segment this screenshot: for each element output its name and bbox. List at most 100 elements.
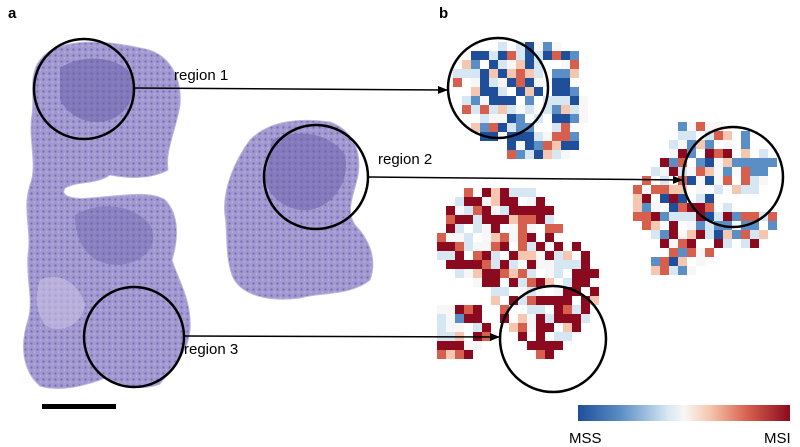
heatmap-tile bbox=[516, 69, 525, 78]
heatmap-tile bbox=[480, 105, 489, 114]
heatmap-tile bbox=[561, 87, 570, 96]
heatmap-tile bbox=[446, 260, 455, 269]
heatmap-tile bbox=[705, 194, 714, 203]
heatmap-tile bbox=[507, 60, 516, 69]
heatmap-tile bbox=[525, 69, 534, 78]
heatmap-tile bbox=[518, 287, 527, 296]
heatmap-tile bbox=[570, 60, 579, 69]
heatmap-tile bbox=[687, 122, 696, 131]
heatmap-tile bbox=[759, 230, 768, 239]
heatmap-tile bbox=[534, 78, 543, 87]
heatmap-tile bbox=[561, 141, 570, 150]
heatmap-tile bbox=[536, 287, 545, 296]
heatmap-tile bbox=[750, 158, 759, 167]
heatmap-tile bbox=[561, 78, 570, 87]
heatmap-tile bbox=[455, 269, 464, 278]
colorbar bbox=[578, 405, 790, 421]
heatmap-tile bbox=[554, 269, 563, 278]
heatmap-tile bbox=[552, 69, 561, 78]
heatmap-tile bbox=[491, 215, 500, 224]
heatmap-tile bbox=[482, 260, 491, 269]
heatmap-tile bbox=[554, 296, 563, 305]
heatmap-tile bbox=[687, 212, 696, 221]
heatmap-tile bbox=[527, 260, 536, 269]
heatmap-tile bbox=[437, 233, 446, 242]
heatmap-tile bbox=[570, 51, 579, 60]
heatmap-tile bbox=[446, 251, 455, 260]
heatmap-tile bbox=[660, 212, 669, 221]
heatmap-tile bbox=[437, 350, 446, 359]
heatmap-tile bbox=[500, 269, 509, 278]
heatmap-tile bbox=[581, 260, 590, 269]
heatmap-tile bbox=[554, 314, 563, 323]
heatmap-tile bbox=[498, 96, 507, 105]
heatmap-tile bbox=[527, 215, 536, 224]
heatmap-tile bbox=[590, 296, 599, 305]
heatmap-tile bbox=[473, 269, 482, 278]
heatmap-tile bbox=[678, 239, 687, 248]
heatmap-tile bbox=[437, 242, 446, 251]
heatmap-tile bbox=[525, 78, 534, 87]
heatmap-tile bbox=[437, 314, 446, 323]
heatmap-tile bbox=[446, 224, 455, 233]
heatmap-tile bbox=[651, 266, 660, 275]
heatmap-tile bbox=[696, 122, 705, 131]
heatmap-tile bbox=[552, 132, 561, 141]
heatmap-tile bbox=[678, 248, 687, 257]
heatmap-tile bbox=[669, 221, 678, 230]
heatmap-tile bbox=[759, 176, 768, 185]
heatmap-tile bbox=[570, 105, 579, 114]
heatmap-tile bbox=[446, 206, 455, 215]
heatmap-tile bbox=[678, 212, 687, 221]
heatmap-tile bbox=[455, 350, 464, 359]
heatmap-tile bbox=[491, 269, 500, 278]
heatmap-tile bbox=[507, 96, 516, 105]
heatmap-tile bbox=[480, 78, 489, 87]
heatmap-tile bbox=[455, 206, 464, 215]
heatmap-tile bbox=[518, 206, 527, 215]
heatmap-tile bbox=[714, 212, 723, 221]
heatmap-tile bbox=[473, 278, 482, 287]
heatmap-tile bbox=[750, 239, 759, 248]
heatmap-tile bbox=[509, 323, 518, 332]
heatmap-tile bbox=[500, 206, 509, 215]
heatmap-tile bbox=[696, 167, 705, 176]
heatmap-tile bbox=[516, 150, 525, 159]
heatmap-tile bbox=[545, 260, 554, 269]
heatmap-tile bbox=[687, 140, 696, 149]
heatmap-tile bbox=[525, 141, 534, 150]
heatmap-tile bbox=[473, 323, 482, 332]
heatmap-tile bbox=[696, 194, 705, 203]
heatmap-tile bbox=[536, 332, 545, 341]
heatmap-tile bbox=[678, 203, 687, 212]
heatmap-tile bbox=[651, 167, 660, 176]
heatmap-tile bbox=[516, 132, 525, 141]
heatmap-tile bbox=[723, 176, 732, 185]
heatmap-tile bbox=[498, 78, 507, 87]
heatmap-tile bbox=[536, 341, 545, 350]
heatmap-tile bbox=[525, 42, 534, 51]
heatmap-tile bbox=[554, 251, 563, 260]
heatmap-tile bbox=[464, 341, 473, 350]
heatmap-tile bbox=[696, 230, 705, 239]
heatmap-tile bbox=[536, 242, 545, 251]
heatmap-tile bbox=[480, 96, 489, 105]
heatmap-tile bbox=[651, 203, 660, 212]
heatmap-tile bbox=[543, 141, 552, 150]
heatmap-tile bbox=[572, 260, 581, 269]
heatmap-tile bbox=[518, 314, 527, 323]
heatmap-tile bbox=[543, 105, 552, 114]
heatmap-tile bbox=[509, 188, 518, 197]
heatmap-tile bbox=[527, 242, 536, 251]
colorbar-min-label: MSS bbox=[569, 430, 602, 447]
heatmap-tile bbox=[446, 215, 455, 224]
heatmap-tile bbox=[651, 212, 660, 221]
heatmap-tile bbox=[563, 314, 572, 323]
heatmap-tile bbox=[581, 251, 590, 260]
heatmap-tile bbox=[669, 167, 678, 176]
heatmap-tile bbox=[561, 105, 570, 114]
heatmap-tile bbox=[552, 114, 561, 123]
heatmap-tile bbox=[705, 176, 714, 185]
heatmap-tile bbox=[536, 197, 545, 206]
heatmap-tile bbox=[482, 242, 491, 251]
